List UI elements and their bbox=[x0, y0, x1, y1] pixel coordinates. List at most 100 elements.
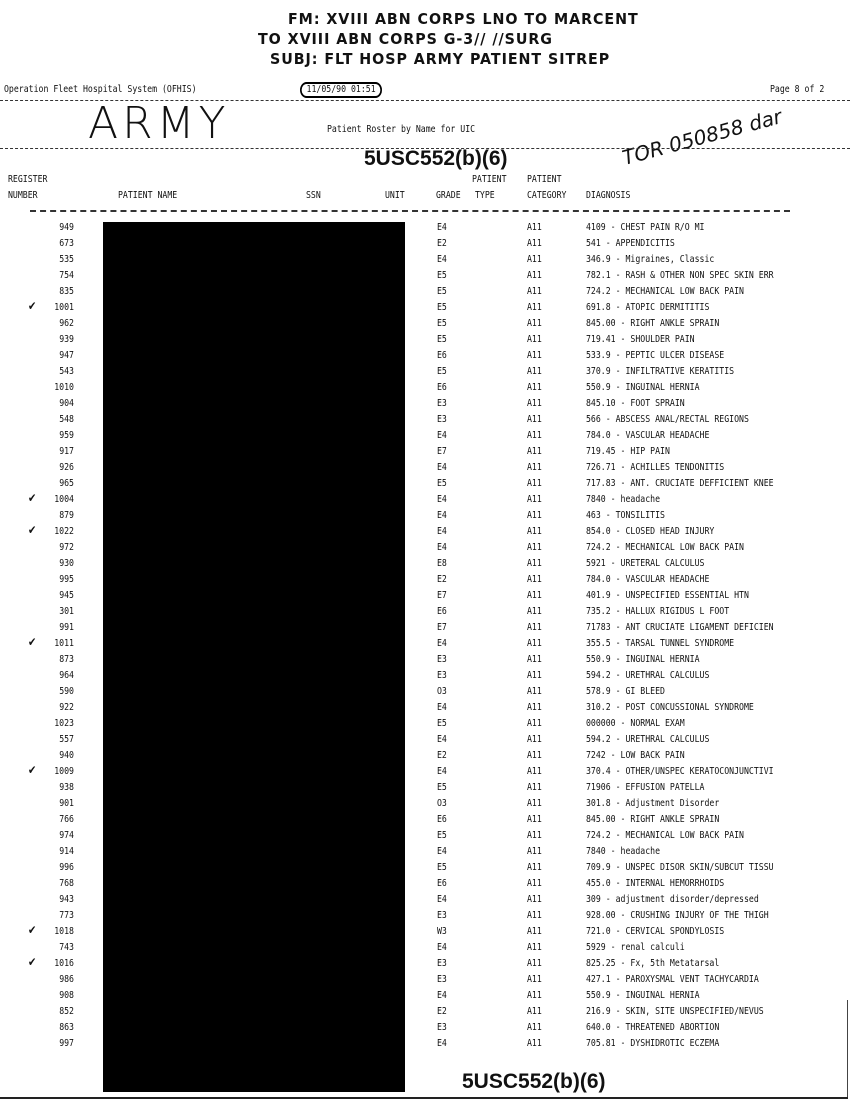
diagnosis: 735.2 - HALLUX RIGIDUS L FOOT bbox=[586, 606, 730, 617]
patient-category: A11 bbox=[527, 878, 542, 889]
register-number: 1001 bbox=[54, 302, 74, 313]
table-row: 949 E4 A11 4109 - CHEST PAIN R/O MI bbox=[0, 222, 850, 238]
patient-category: A11 bbox=[527, 222, 542, 233]
register-number: 768 bbox=[59, 878, 74, 889]
table-row: 962 E5 A11 845.00 - RIGHT ANKLE SPRAIN bbox=[0, 318, 850, 334]
patient-category: A11 bbox=[527, 990, 542, 1001]
table-row: ✔ 1004 E4 A11 7840 - headache bbox=[0, 492, 850, 510]
exemption-stamp-top: 5USC552(b)(6) bbox=[364, 147, 508, 170]
grade: E5 bbox=[437, 478, 447, 489]
grade: E3 bbox=[437, 654, 447, 665]
diagnosis: 455.0 - INTERNAL HEMORRHOIDS bbox=[586, 878, 725, 889]
army-handwritten-label: ARMY bbox=[88, 98, 230, 149]
col-register-1: REGISTER bbox=[8, 174, 48, 185]
diagnosis: 5921 - URETERAL CALCULUS bbox=[586, 558, 705, 569]
register-number: 943 bbox=[59, 894, 74, 905]
diagnosis: 000000 - NORMAL EXAM bbox=[586, 718, 685, 729]
register-number: 873 bbox=[59, 654, 74, 665]
grade: E4 bbox=[437, 494, 447, 505]
register-number: 974 bbox=[59, 830, 74, 841]
patient-category: A11 bbox=[527, 1022, 542, 1033]
grade: E4 bbox=[437, 542, 447, 553]
grade: E2 bbox=[437, 1006, 447, 1017]
grade: E4 bbox=[437, 942, 447, 953]
diagnosis: 724.2 - MECHANICAL LOW BACK PAIN bbox=[586, 286, 744, 297]
diagnosis: 721.0 - CERVICAL SPONDYLOSIS bbox=[586, 926, 725, 937]
check-mark-icon: ✔ bbox=[28, 955, 37, 969]
patient-category: A11 bbox=[527, 798, 542, 809]
table-row: ✔ 1022 E4 A11 854.0 - CLOSED HEAD INJURY bbox=[0, 523, 850, 542]
grade: E5 bbox=[437, 286, 447, 297]
diagnosis: 4109 - CHEST PAIN R/O MI bbox=[586, 222, 705, 233]
grade: E5 bbox=[437, 318, 447, 329]
grade: E4 bbox=[437, 510, 447, 521]
register-number: 972 bbox=[59, 542, 74, 553]
check-mark-icon: ✔ bbox=[28, 523, 37, 537]
system-name: Operation Fleet Hospital System (OFHIS) bbox=[4, 84, 197, 95]
col-type-2: TYPE bbox=[475, 190, 495, 201]
patient-category: A11 bbox=[527, 398, 542, 409]
patient-category: A11 bbox=[527, 862, 542, 873]
register-number: 965 bbox=[59, 478, 74, 489]
grade: E6 bbox=[437, 606, 447, 617]
header-divider bbox=[30, 210, 790, 212]
diagnosis: 5929 - renal calculi bbox=[586, 942, 685, 953]
table-row: 835 E5 A11 724.2 - MECHANICAL LOW BACK PAIN bbox=[0, 286, 850, 302]
patient-category: A11 bbox=[527, 318, 542, 329]
table-row: 590 O3 A11 578.9 - GI BLEED bbox=[0, 686, 850, 702]
table-row: 964 E3 A11 594.2 - URETHRAL CALCULUS bbox=[0, 670, 850, 686]
diagnosis: 719.41 - SHOULDER PAIN bbox=[586, 334, 695, 345]
grade: E5 bbox=[437, 718, 447, 729]
table-row: 908 E4 A11 550.9 - INGUINAL HERNIA bbox=[0, 990, 850, 1006]
patient-category: A11 bbox=[527, 734, 542, 745]
handwritten-to-line: TO XVIII ABN CORPS G-3// //SURG bbox=[258, 30, 553, 48]
diagnosis: 845.10 - FOOT SPRAIN bbox=[586, 398, 685, 409]
register-number: 863 bbox=[59, 1022, 74, 1033]
register-number: 754 bbox=[59, 270, 74, 281]
diagnosis: 550.9 - INGUINAL HERNIA bbox=[586, 990, 700, 1001]
patient-category: A11 bbox=[527, 830, 542, 841]
register-number: 959 bbox=[59, 430, 74, 441]
grade: E5 bbox=[437, 302, 447, 313]
table-row: 995 E2 A11 784.0 - VASCULAR HEADACHE bbox=[0, 574, 850, 590]
register-number: 1009 bbox=[54, 766, 74, 777]
register-number: 901 bbox=[59, 798, 74, 809]
patient-category: A11 bbox=[527, 654, 542, 665]
diagnosis: 578.9 - GI BLEED bbox=[586, 686, 665, 697]
handwritten-annotation: TOR 050858 dar bbox=[619, 104, 785, 170]
grade: E4 bbox=[437, 702, 447, 713]
grade: E2 bbox=[437, 750, 447, 761]
diagnosis: 7840 - headache bbox=[586, 846, 661, 857]
grade: E2 bbox=[437, 238, 447, 249]
col-ssn: SSN bbox=[306, 190, 321, 201]
diagnosis: 301.8 - Adjustment Disorder bbox=[586, 798, 720, 809]
register-number: 949 bbox=[59, 222, 74, 233]
divider bbox=[0, 148, 850, 149]
diagnosis: 216.9 - SKIN, SITE UNSPECIFIED/NEVUS bbox=[586, 1006, 764, 1017]
register-number: 879 bbox=[59, 510, 74, 521]
grade: O3 bbox=[437, 798, 447, 809]
page-number: Page 8 of 2 bbox=[770, 84, 825, 95]
col-category-2: CATEGORY bbox=[527, 190, 567, 201]
patient-category: A11 bbox=[527, 702, 542, 713]
register-number: 962 bbox=[59, 318, 74, 329]
diagnosis: 928.00 - CRUSHING INJURY OF THE THIGH bbox=[586, 910, 769, 921]
register-number: 995 bbox=[59, 574, 74, 585]
register-number: 986 bbox=[59, 974, 74, 985]
register-number: 939 bbox=[59, 334, 74, 345]
register-number: 930 bbox=[59, 558, 74, 569]
diagnosis: 309 - adjustment disorder/depressed bbox=[586, 894, 759, 905]
table-row: 901 O3 A11 301.8 - Adjustment Disorder bbox=[0, 798, 850, 814]
patient-category: A11 bbox=[527, 254, 542, 265]
diagnosis: 541 - APPENDICITIS bbox=[586, 238, 675, 249]
grade: E3 bbox=[437, 974, 447, 985]
register-number: 852 bbox=[59, 1006, 74, 1017]
diagnosis: 427.1 - PAROXYSMAL VENT TACHYCARDIA bbox=[586, 974, 759, 985]
grade: E2 bbox=[437, 574, 447, 585]
patient-category: A11 bbox=[527, 430, 542, 441]
table-row: ✔ 1018 W3 A11 721.0 - CERVICAL SPONDYLOSIS bbox=[0, 924, 850, 942]
diagnosis: 724.2 - MECHANICAL LOW BACK PAIN bbox=[586, 830, 744, 841]
diagnosis: 533.9 - PEPTIC ULCER DISEASE bbox=[586, 350, 725, 361]
table-row: 773 E3 A11 928.00 - CRUSHING INJURY OF THE … bbox=[0, 910, 850, 926]
table-row: 917 E7 A11 719.45 - HIP PAIN bbox=[0, 446, 850, 462]
